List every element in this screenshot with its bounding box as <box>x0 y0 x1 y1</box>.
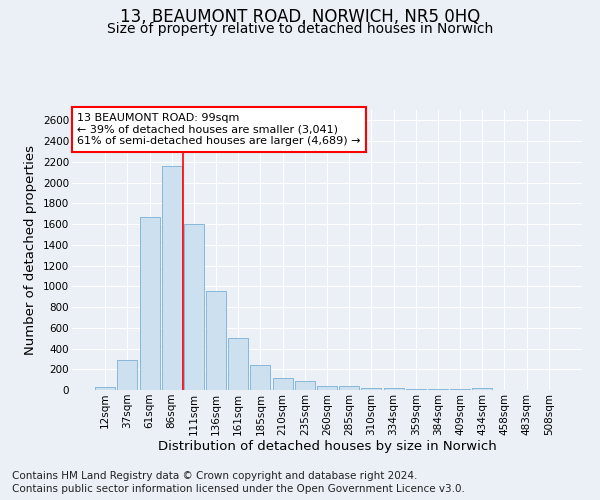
Bar <box>406 389 426 390</box>
Bar <box>295 380 315 390</box>
X-axis label: Distribution of detached houses by size in Norwich: Distribution of detached houses by size … <box>158 440 496 454</box>
Bar <box>184 224 204 390</box>
Y-axis label: Number of detached properties: Number of detached properties <box>25 145 37 355</box>
Bar <box>118 360 137 390</box>
Text: 13, BEAUMONT ROAD, NORWICH, NR5 0HQ: 13, BEAUMONT ROAD, NORWICH, NR5 0HQ <box>120 8 480 26</box>
Bar <box>317 386 337 390</box>
Bar <box>472 388 492 390</box>
Bar <box>206 292 226 390</box>
Bar <box>95 387 115 390</box>
Text: Contains public sector information licensed under the Open Government Licence v3: Contains public sector information licen… <box>12 484 465 494</box>
Bar <box>339 386 359 390</box>
Bar <box>361 388 382 390</box>
Bar <box>428 389 448 390</box>
Text: Size of property relative to detached houses in Norwich: Size of property relative to detached ho… <box>107 22 493 36</box>
Bar <box>228 338 248 390</box>
Bar <box>140 217 160 390</box>
Bar <box>272 378 293 390</box>
Bar <box>162 166 182 390</box>
Text: Contains HM Land Registry data © Crown copyright and database right 2024.: Contains HM Land Registry data © Crown c… <box>12 471 418 481</box>
Text: 13 BEAUMONT ROAD: 99sqm
← 39% of detached houses are smaller (3,041)
61% of semi: 13 BEAUMONT ROAD: 99sqm ← 39% of detache… <box>77 113 361 146</box>
Bar <box>383 388 404 390</box>
Bar <box>250 364 271 390</box>
